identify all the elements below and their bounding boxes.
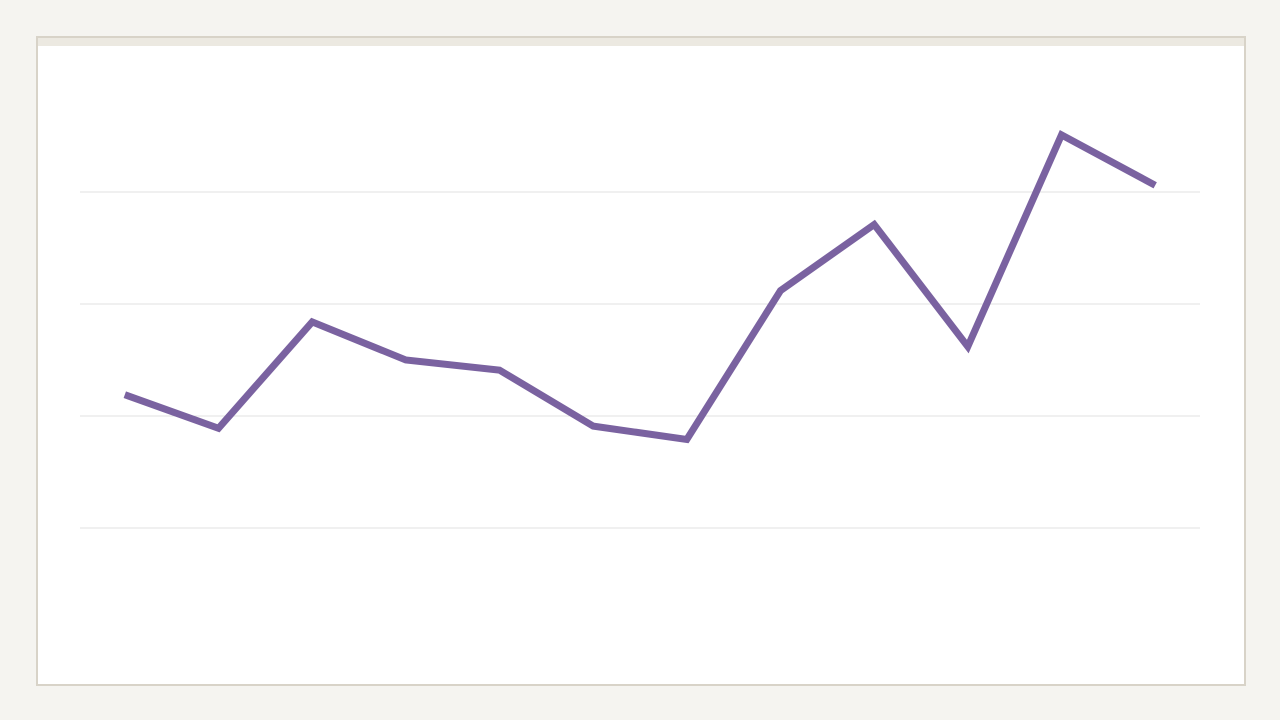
chart-card <box>36 36 1246 686</box>
card-header-strip <box>38 38 1244 46</box>
data-line <box>123 130 1157 444</box>
